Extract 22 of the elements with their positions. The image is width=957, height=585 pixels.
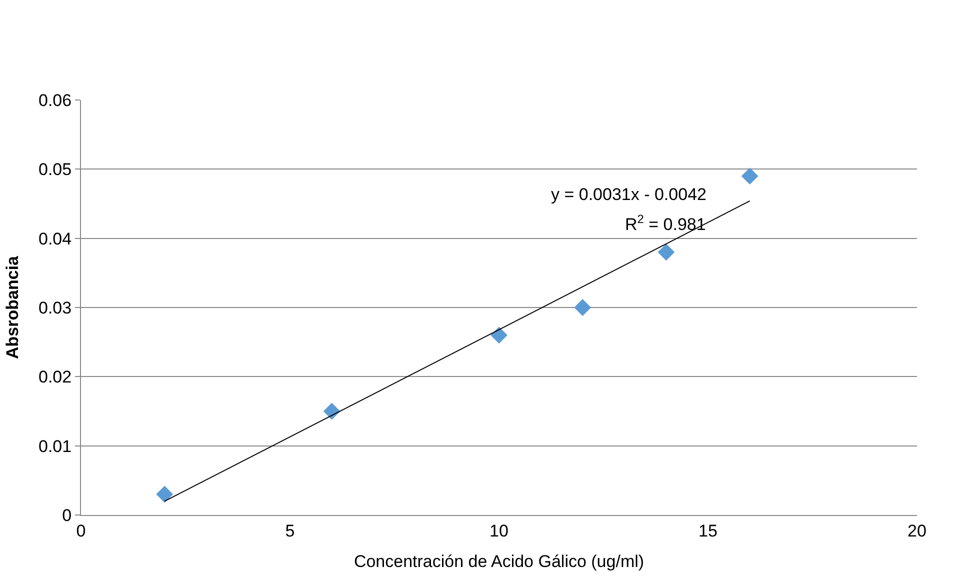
- point: [323, 402, 340, 420]
- x-tick-label: 20: [908, 521, 926, 540]
- x-tick-label: 15: [698, 521, 718, 540]
- point: [658, 244, 675, 261]
- point: [741, 168, 758, 185]
- y-tick-label: 0.01: [38, 436, 72, 456]
- point: [574, 299, 592, 316]
- y-axis-title: Absrobancia: [3, 255, 22, 359]
- x-tick-label: 10: [490, 521, 508, 540]
- annotation: y = 0.0031x - 0.0042: [551, 185, 706, 204]
- y-tick-label: 0.04: [38, 229, 72, 248]
- point: [156, 486, 174, 503]
- x-tick-label: 0: [76, 521, 86, 540]
- annotation: R$^{2}$ = 0.981: [625, 212, 706, 234]
- point: [490, 326, 508, 344]
- y-tick-label: 0.06: [38, 90, 72, 110]
- y-tick-label: 0.02: [38, 368, 72, 387]
- x-axis-title: Concentración de Acido Gálico (ug/ml): [354, 552, 644, 571]
- y-tick-label: 0.03: [38, 298, 72, 318]
- x-tick-label: 5: [285, 521, 295, 540]
- y-tick-label: 0.05: [38, 160, 72, 180]
- y-tick-label: 0: [62, 506, 72, 525]
